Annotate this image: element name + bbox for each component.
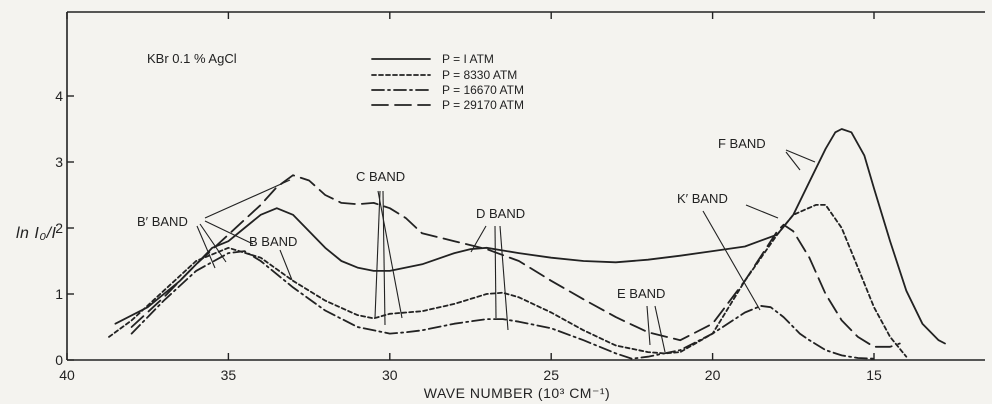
band-leader-line [702,210,761,311]
band-label: D BAND [476,206,525,221]
band-leader-line [374,190,381,319]
x-tick-label: 35 [221,367,237,383]
x-tick-label: 20 [705,367,721,383]
band-label: B′ BAND [137,214,188,229]
band-leader-line [654,305,666,353]
band-label: B BAND [249,234,297,249]
band-leader-line [204,179,291,219]
band-label: C BAND [356,169,405,184]
band-leader-line [196,225,216,269]
y-tick-label: 4 [55,88,63,104]
y-tick-label: 2 [55,220,63,236]
y-axis-title: ln I₀/I [16,225,57,242]
band-leader-line [204,220,254,245]
x-tick-label: 25 [543,367,559,383]
band-leader-line [279,249,293,281]
band-leader-line [199,223,227,263]
band-label: E BAND [617,286,665,301]
x-tick-label: 30 [382,367,398,383]
band-label: F BAND [718,136,766,151]
band-annotations: C BAND B′ BAND B BAND D BAND F BAND K′ BAND E … [137,136,816,353]
y-tick-label: 0 [55,352,63,368]
legend-label-3: P = 16670 ATM [442,83,524,97]
sample-label: KBr 0.1 % AgCl [147,51,237,66]
band-leader-line [470,225,487,253]
band-leader-line [646,305,651,346]
band-leader-line [785,151,801,171]
band-leader-line [382,190,386,326]
band-label: K′ BAND [677,191,728,206]
axes: 40 35 30 25 20 15 0 1 2 3 4 [55,11,985,383]
series-line-2 [108,204,908,358]
band-leader-line [499,225,509,331]
x-tick-label: 40 [59,367,75,383]
series-line-3 [130,250,875,360]
legend-label-1: P = I ATM [442,52,494,66]
band-leader-line [745,204,779,219]
legend-label-2: P = 8330 ATM [442,68,517,82]
band-leader-line [377,190,403,319]
x-tick-label: 15 [866,367,882,383]
legend-label-4: P = 29170 ATM [442,98,524,112]
series-line-1 [114,128,946,345]
y-tick-label: 1 [55,286,63,302]
band-leader-line [494,225,497,319]
x-axis-title: WAVE NUMBER (10³ CM⁻¹) [424,385,610,401]
series-line-4 [130,174,901,348]
band-leader-line [785,149,816,163]
y-tick-label: 3 [55,154,63,170]
series-lines [108,128,946,360]
